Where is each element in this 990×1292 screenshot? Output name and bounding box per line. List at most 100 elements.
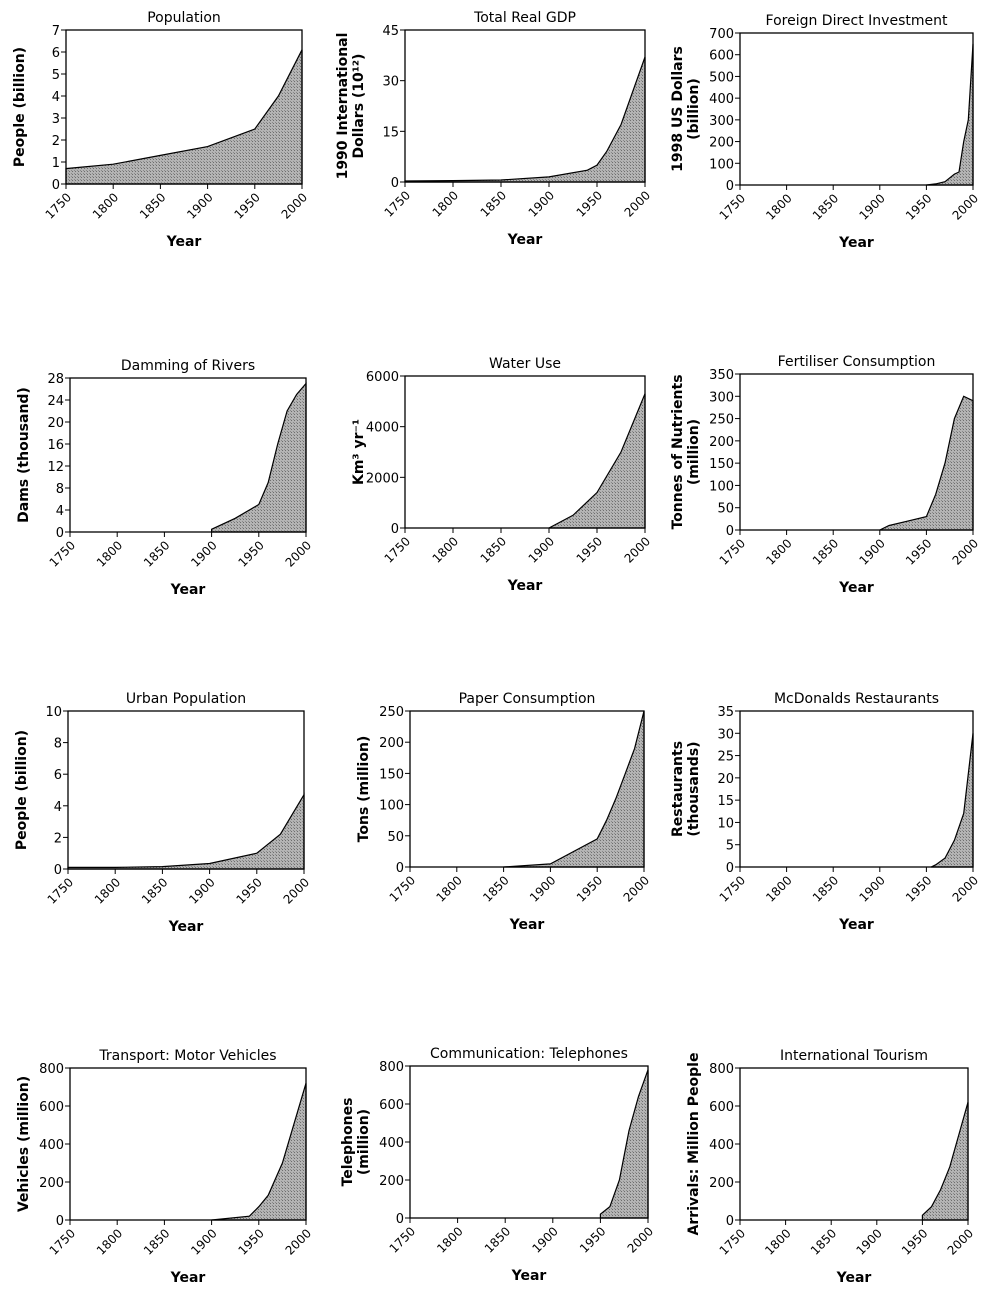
x-tick-label: 1750 <box>717 191 748 222</box>
plot-frame <box>69 377 307 533</box>
x-tick-label: 1850 <box>810 191 841 222</box>
y-tick-label: 8 <box>54 737 62 752</box>
y-tick-label: 50 <box>387 830 404 845</box>
chart-panel: Urban Population 0 2 4 6 8 10 1750 1800 1850 1900 1… <box>14 691 312 935</box>
x-tick-label: 1750 <box>717 1226 748 1257</box>
x-tick-label: 1800 <box>90 190 121 221</box>
x-tick-label: 2000 <box>283 538 314 569</box>
chart-panel: Damming of Rivers 0 4 8 12 16 20 24 28 1750 1800 18… <box>16 358 314 598</box>
x-tick-label: 1850 <box>810 536 841 567</box>
y-tick-label: 200 <box>379 1174 404 1189</box>
y-tick-label: 150 <box>709 457 734 472</box>
y-tick-label: 7 <box>52 24 60 39</box>
y-tick-label: 200 <box>379 736 404 751</box>
y-tick-label: 0 <box>54 863 62 878</box>
y-tick-label: 5 <box>726 839 734 854</box>
y-tick-label: 4000 <box>366 421 399 436</box>
x-tick-label: 1750 <box>717 873 748 904</box>
area-series <box>879 395 974 531</box>
chart-title: Foreign Direct Investment <box>766 13 948 29</box>
y-tick-label: 28 <box>47 372 64 387</box>
x-axis-label: Year <box>166 234 202 250</box>
plot-frame <box>739 32 974 186</box>
y-axis-label: Dams (thousand) <box>16 387 32 523</box>
y-tick-label: 2 <box>52 134 60 149</box>
plot-frame <box>739 710 974 868</box>
y-tick-label: 400 <box>709 92 734 107</box>
chart-title: Communication: Telephones <box>430 1046 628 1062</box>
x-tick-label: 1900 <box>186 875 217 906</box>
y-tick-label: 4 <box>54 800 62 815</box>
y-tick-label: 400 <box>709 1138 734 1153</box>
area-series <box>67 792 305 870</box>
x-tick-label: 1850 <box>141 538 172 569</box>
chart-title: Total Real GDP <box>473 10 576 26</box>
area-series <box>211 1083 307 1221</box>
x-tick-label: 2000 <box>622 534 653 565</box>
y-tick-label: 0 <box>396 1212 404 1227</box>
x-tick-label: 2000 <box>945 1226 976 1257</box>
y-tick-label: 24 <box>47 394 64 409</box>
y-tick-label: 0 <box>396 861 404 876</box>
x-tick-label: 1950 <box>899 1226 930 1257</box>
plot-frame <box>409 710 645 868</box>
chart-title: International Tourism <box>780 1048 928 1064</box>
y-tick-label: 0 <box>726 179 734 194</box>
x-tick-label: 2000 <box>950 873 981 904</box>
area-series <box>548 393 646 529</box>
chart-title: Urban Population <box>126 691 246 707</box>
x-tick-label: 1950 <box>903 873 934 904</box>
y-axis-label: Tons (million) <box>356 736 372 843</box>
x-tick-label: 1950 <box>235 1226 266 1257</box>
y-tick-label: 16 <box>47 438 64 453</box>
y-tick-label: 600 <box>39 1100 64 1115</box>
x-tick-label: 1900 <box>526 534 557 565</box>
x-axis-label: Year <box>170 582 206 598</box>
x-tick-label: 1800 <box>763 536 794 567</box>
x-tick-label: 1850 <box>478 534 509 565</box>
x-axis-label: Year <box>838 235 874 251</box>
x-tick-label: 1750 <box>387 873 418 904</box>
y-tick-label: 5 <box>52 68 60 83</box>
y-axis-label: 1998 US Dollars <box>670 46 686 172</box>
x-tick-label: 2000 <box>625 1224 656 1255</box>
y-axis-label: Vehicles (million) <box>16 1076 32 1212</box>
x-tick-label: 1900 <box>853 1226 884 1257</box>
y-tick-label: 800 <box>379 1060 404 1075</box>
plot-frame <box>739 1067 969 1221</box>
x-tick-label: 1900 <box>529 1224 560 1255</box>
y-tick-label: 20 <box>717 772 734 787</box>
area-series <box>503 710 645 868</box>
plot-frame <box>409 1065 649 1219</box>
x-tick-label: 1800 <box>430 188 461 219</box>
x-tick-label: 1750 <box>382 188 413 219</box>
x-axis-label: Year <box>507 232 543 248</box>
y-axis-label: Dollars (10¹²) <box>351 54 367 159</box>
x-tick-label: 1950 <box>574 534 605 565</box>
chart-panel: International Tourism 0 200 400 600 800 1750 18… <box>686 1048 976 1286</box>
x-axis-label: Year <box>509 917 545 933</box>
y-tick-label: 6000 <box>366 370 399 385</box>
y-tick-label: 30 <box>717 727 734 742</box>
y-tick-label: 0 <box>726 861 734 876</box>
y-tick-label: 45 <box>382 24 399 39</box>
y-tick-label: 6 <box>52 46 60 61</box>
y-tick-label: 250 <box>709 413 734 428</box>
y-tick-label: 30 <box>382 75 399 90</box>
x-tick-label: 1950 <box>235 538 266 569</box>
y-tick-label: 6 <box>54 768 62 783</box>
x-tick-label: 2000 <box>621 873 652 904</box>
y-axis-label: Restaurants <box>670 741 686 837</box>
y-tick-label: 12 <box>47 460 64 475</box>
x-tick-label: 1850 <box>137 190 168 221</box>
x-axis-label: Year <box>168 919 204 935</box>
x-tick-label: 1850 <box>478 188 509 219</box>
x-axis-label: Year <box>170 1270 206 1286</box>
plot-frame <box>404 375 646 529</box>
plot-frame <box>65 29 303 185</box>
chart-panel: Foreign Direct Investment 0 100 200 300 400 50… <box>670 13 981 251</box>
y-tick-label: 15 <box>382 125 399 140</box>
x-tick-label: 1850 <box>808 1226 839 1257</box>
y-tick-label: 100 <box>709 157 734 172</box>
x-tick-label: 1900 <box>527 873 558 904</box>
